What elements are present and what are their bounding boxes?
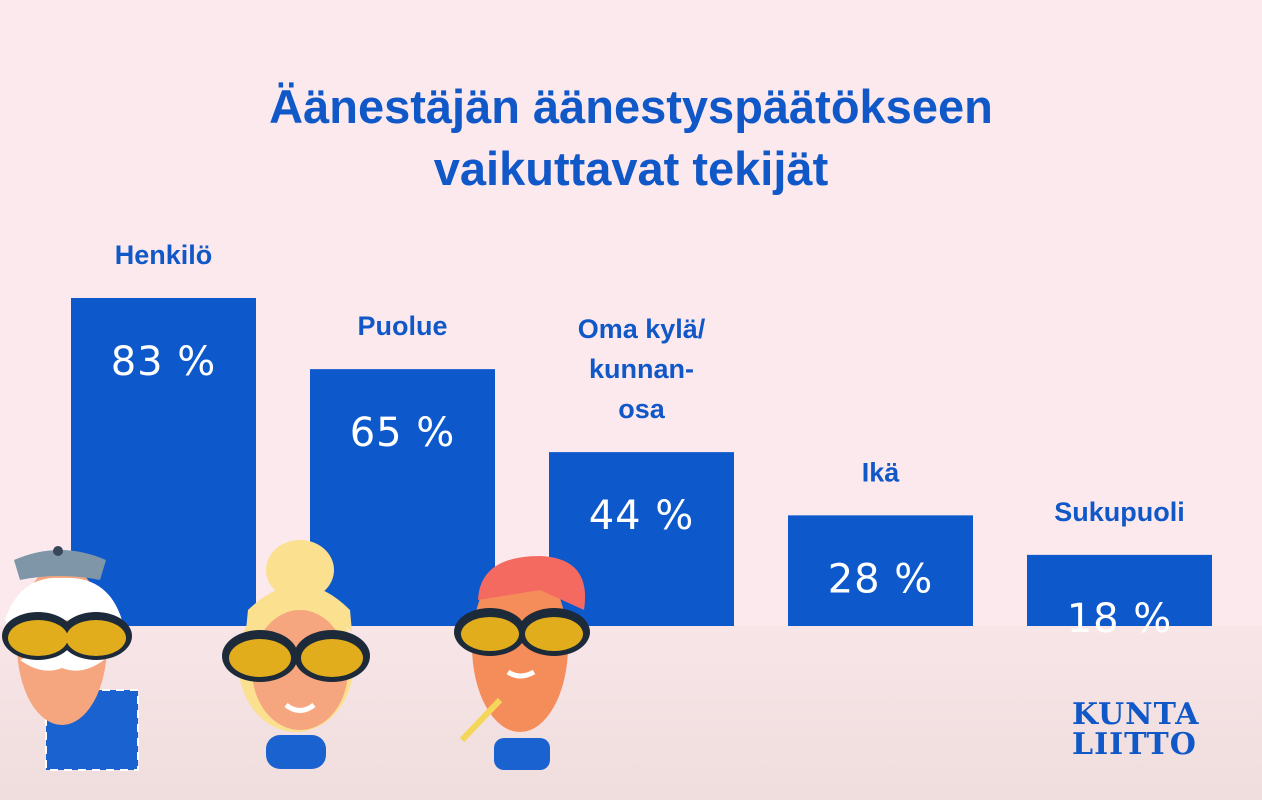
bar-2 [310, 369, 495, 626]
kuntaliitto-logo: KUNTA LIITTO [1072, 700, 1200, 760]
category-label-4: Ikä [862, 457, 901, 487]
old-man-icon [2, 546, 139, 771]
bar-5 [1027, 554, 1212, 626]
redhead-man-icon [454, 556, 590, 770]
logo-line-1: KUNTA [1072, 697, 1200, 732]
bar-value-label-4: 28 % [828, 556, 934, 602]
category-label-5: Sukupuoli [1054, 497, 1185, 527]
logo-line-2: LIITTO [1072, 727, 1197, 762]
bar-value-label-3: 44 % [589, 493, 695, 539]
bar-value-label-5: 18 % [1067, 596, 1173, 642]
bar-value-label-2: 65 % [350, 410, 456, 456]
category-label-1: Henkilö [115, 240, 213, 270]
bar-value-label-1: 83 % [111, 339, 217, 385]
bar-4 [788, 515, 973, 626]
category-label-2: Puolue [357, 311, 447, 341]
chart-title-line-2: vaikuttavat tekijät [433, 142, 829, 195]
category-label-3: Oma kylä/kunnan-osa [578, 314, 706, 424]
blonde-woman-icon [222, 540, 370, 769]
chart-title-line-1: Äänestäjän äänestyspäätökseen [269, 80, 993, 133]
chart-title: Äänestäjän äänestyspäätökseen vaikuttava… [0, 76, 1262, 200]
ground-background [0, 626, 1262, 800]
